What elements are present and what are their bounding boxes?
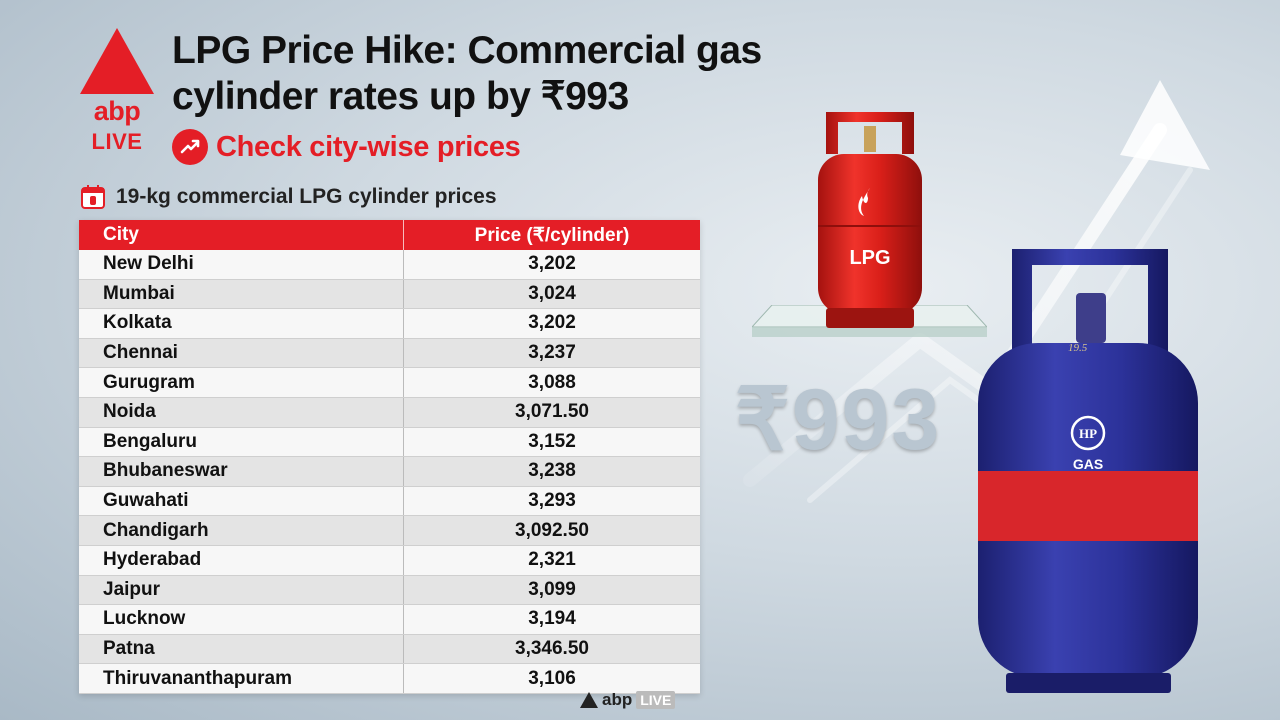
city-cell: Patna (79, 634, 404, 665)
blue-cylinder-weight: 19.5 (1068, 342, 1088, 354)
table-row: Kolkata 3,202 (79, 308, 700, 339)
table-row: Bengaluru 3,152 (79, 427, 700, 458)
table-row: Chandigarh 3,092.50 (79, 515, 700, 546)
table-label: 19-kg commercial LPG cylinder prices (80, 184, 497, 210)
abp-live-logo: abp LIVE (78, 28, 156, 155)
price-cell: 3,088 (403, 367, 700, 398)
red-lpg-cylinder: LPG (818, 112, 922, 328)
subhead: Check city-wise prices (172, 129, 521, 165)
price-hike-amount: ₹993 (735, 372, 942, 468)
headline: LPG Price Hike: Commercial gas cylinder … (172, 29, 762, 118)
blue-cylinder-brand: HP (1079, 426, 1097, 441)
city-cell: Chennai (79, 338, 404, 369)
logo-live-text: LIVE (91, 129, 143, 154)
city-cell: Bhubaneswar (79, 456, 404, 487)
price-cell: 3,237 (403, 338, 700, 369)
table-row: Gurugram 3,088 (79, 367, 700, 398)
header-price: Price (₹/cylinder) (403, 220, 700, 250)
city-cell: Bengaluru (79, 427, 404, 458)
price-cell: 3,238 (403, 456, 700, 487)
blue-cylinder-gas: GAS (1073, 456, 1103, 472)
table-row: Lucknow 3,194 (79, 604, 700, 635)
city-cell: Gurugram (79, 367, 404, 398)
table-row: Bhubaneswar 3,238 (79, 456, 700, 487)
table-row: Thiruvananthapuram 3,106 (79, 663, 700, 694)
city-cell: Kolkata (79, 308, 404, 339)
header-city: City (79, 220, 404, 250)
table-row: Noida 3,071.50 (79, 397, 700, 428)
table-row: Patna 3,346.50 (79, 634, 700, 665)
table-label-text: 19-kg commercial LPG cylinder prices (116, 185, 497, 208)
footer-live-text: LIVE (636, 691, 676, 709)
subhead-text: Check city-wise prices (216, 130, 521, 163)
table-row: Guwahati 3,293 (79, 486, 700, 517)
price-cell: 2,321 (403, 545, 700, 576)
city-cell: Thiruvananthapuram (79, 663, 404, 694)
price-cell: 3,106 (403, 663, 700, 694)
price-cell: 3,099 (403, 575, 700, 606)
table-row: Mumbai 3,024 (79, 279, 700, 310)
calendar-cylinder-icon (81, 185, 105, 209)
logo-abp-text: abp (93, 96, 141, 126)
price-cell: 3,152 (403, 427, 700, 458)
city-cell: Noida (79, 397, 404, 428)
footer-logo: abp LIVE (580, 690, 676, 710)
price-cell: 3,293 (403, 486, 700, 517)
city-cell: Lucknow (79, 604, 404, 635)
trend-up-icon (172, 129, 208, 165)
city-cell: Chandigarh (79, 515, 404, 546)
table-header-row: City Price (₹/cylinder) (79, 220, 700, 250)
footer-abp-text: abp (602, 690, 633, 709)
city-cell: Hyderabad (79, 545, 404, 576)
price-cell: 3,194 (403, 604, 700, 635)
blue-hp-gas-cylinder: 19.5 HP GAS (978, 249, 1198, 693)
price-cell: 3,071.50 (403, 397, 700, 428)
red-cylinder-label: LPG (849, 247, 890, 269)
price-cell: 3,202 (403, 250, 700, 280)
table-row: New Delhi 3,202 (79, 250, 700, 280)
table-row: Chennai 3,237 (79, 338, 700, 369)
price-cell: 3,024 (403, 279, 700, 310)
city-cell: New Delhi (79, 250, 404, 280)
city-cell: Jaipur (79, 575, 404, 606)
footer-triangle-icon (580, 692, 598, 708)
price-cell: 3,202 (403, 308, 700, 339)
price-cell: 3,346.50 (403, 634, 700, 665)
city-cell: Guwahati (79, 486, 404, 517)
city-cell: Mumbai (79, 279, 404, 310)
price-table: City Price (₹/cylinder) New Delhi 3,202 M… (79, 220, 700, 694)
logo-triangle-icon (80, 28, 154, 94)
table-row: Hyderabad 2,321 (79, 545, 700, 576)
table-row: Jaipur 3,099 (79, 575, 700, 606)
price-cell: 3,092.50 (403, 515, 700, 546)
